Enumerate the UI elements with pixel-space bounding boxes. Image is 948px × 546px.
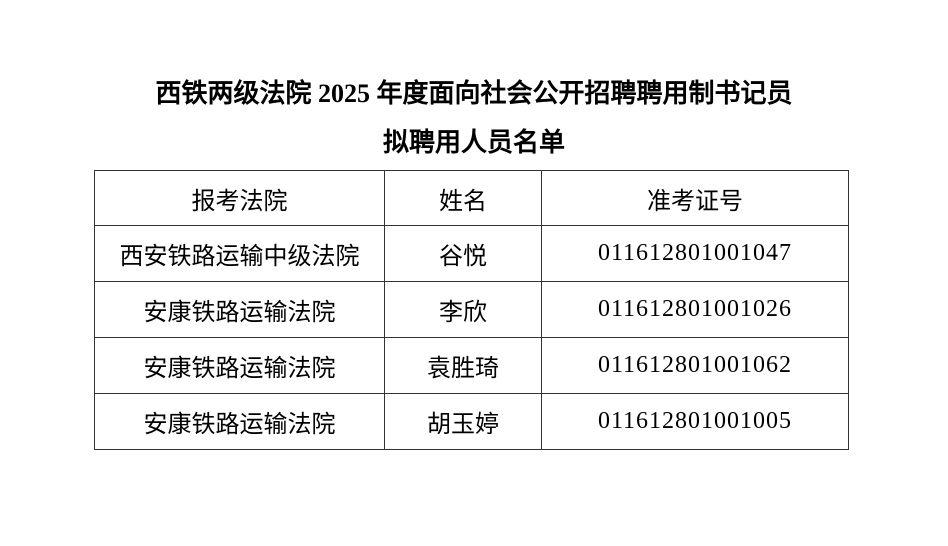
table-row: 安康铁路运输法院 李欣 011612801001026 — [94, 281, 849, 338]
cell-court: 西安铁路运输中级法院 — [94, 225, 385, 282]
table-row: 安康铁路运输法院 胡玉婷 011612801001005 — [94, 393, 849, 450]
cell-court: 安康铁路运输法院 — [94, 393, 385, 450]
cell-ticket-number: 011612801001047 — [541, 225, 849, 282]
document-title: 西铁两级法院 2025 年度面向社会公开招聘聘用制书记员 — [155, 79, 793, 108]
cell-court: 安康铁路运输法院 — [94, 281, 385, 338]
table-header-row: 报考法院 姓名 准考证号 — [94, 170, 849, 226]
header-court: 报考法院 — [94, 170, 385, 226]
cell-name: 胡玉婷 — [384, 393, 542, 450]
table-row: 西安铁路运输中级法院 谷悦 011612801001047 — [94, 225, 849, 282]
cell-name: 谷悦 — [384, 225, 542, 282]
header-name: 姓名 — [384, 170, 542, 226]
cell-ticket-number: 011612801001026 — [541, 281, 849, 338]
table-row: 安康铁路运输法院 袁胜琦 011612801001062 — [94, 337, 849, 394]
header-ticket-number: 准考证号 — [541, 170, 849, 226]
candidate-table: 报考法院 姓名 准考证号 西安铁路运输中级法院 谷悦 0116128010010… — [94, 170, 849, 450]
document-subtitle: 拟聘用人员名单 — [382, 128, 565, 157]
cell-name: 袁胜琦 — [384, 337, 542, 394]
cell-ticket-number: 011612801001005 — [541, 393, 849, 450]
cell-court: 安康铁路运输法院 — [94, 337, 385, 394]
cell-ticket-number: 011612801001062 — [541, 337, 849, 394]
cell-name: 李欣 — [384, 281, 542, 338]
